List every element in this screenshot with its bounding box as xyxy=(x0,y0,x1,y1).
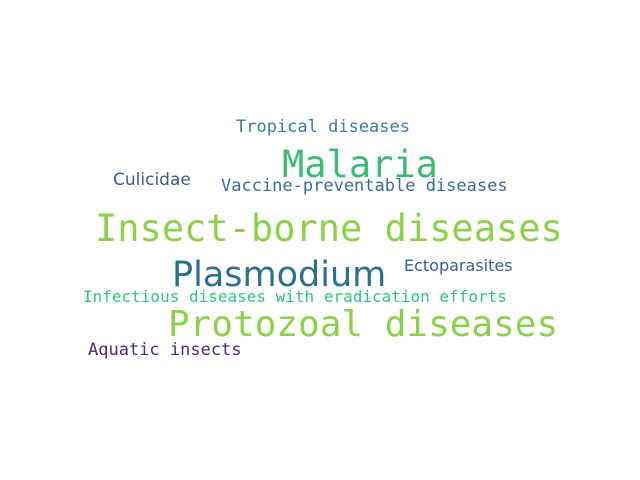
word-malaria: Malaria xyxy=(282,143,438,186)
word-culicidae: Culicidae xyxy=(113,170,191,190)
word-tropical-diseases: Tropical diseases xyxy=(236,117,410,137)
word-plasmodium: Plasmodium xyxy=(172,255,387,295)
word-protozoal-diseases: Protozoal diseases xyxy=(168,304,559,345)
word-infectious-diseases-eradication: Infectious diseases with eradication eff… xyxy=(83,287,507,306)
word-ectoparasites: Ectoparasites xyxy=(404,256,513,275)
word-aquatic-insects: Aquatic insects xyxy=(88,340,242,360)
word-insect-borne-diseases: Insect-borne diseases xyxy=(95,207,563,250)
word-vaccine-preventable-diseases: Vaccine-preventable diseases xyxy=(221,176,508,196)
